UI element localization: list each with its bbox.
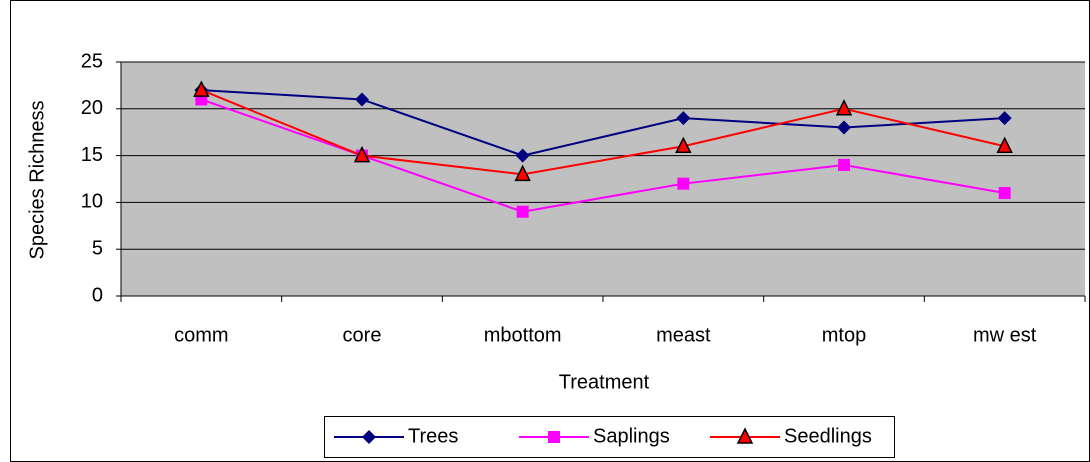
marker [837, 120, 851, 135]
marker [675, 136, 692, 153]
y-tick-label: 10 [81, 191, 103, 213]
y-tick-label: 20 [81, 97, 103, 119]
marker [676, 111, 691, 126]
y-tick-label: 5 [92, 237, 103, 259]
marker [838, 158, 850, 171]
y-tick-label: 0 [92, 284, 103, 306]
y-tick-label: 25 [81, 50, 103, 72]
x-tick-label: core [343, 324, 382, 346]
marker [997, 111, 1012, 126]
marker [998, 187, 1011, 200]
marker [996, 136, 1013, 153]
marker [835, 99, 853, 116]
series-line [200, 89, 1005, 176]
marker [548, 431, 560, 443]
series-line [201, 98, 1005, 213]
series-line [201, 89, 1005, 157]
marker [193, 80, 210, 97]
legend-box [324, 416, 895, 458]
marker [353, 145, 371, 163]
marker [516, 205, 529, 218]
marker [514, 164, 531, 182]
legend-label: Trees [408, 425, 458, 447]
marker [515, 148, 530, 163]
y-axis-label: Species Richness [26, 101, 48, 260]
marker [362, 430, 376, 444]
legend-label: Saplings [593, 425, 670, 447]
x-tick-label: meast [656, 324, 711, 346]
x-tick-label: mtop [822, 324, 866, 346]
marker [677, 177, 690, 190]
marker [736, 427, 754, 444]
legend-label: Seedlings [784, 425, 872, 447]
x-tick-label: mw est [973, 324, 1037, 346]
x-axis-label: Treatment [559, 371, 650, 393]
x-tick-label: comm [174, 324, 228, 346]
marker [355, 92, 369, 107]
plot-area [121, 62, 1085, 296]
x-tick-label: mbottom [484, 324, 562, 346]
y-tick-label: 15 [81, 144, 103, 166]
